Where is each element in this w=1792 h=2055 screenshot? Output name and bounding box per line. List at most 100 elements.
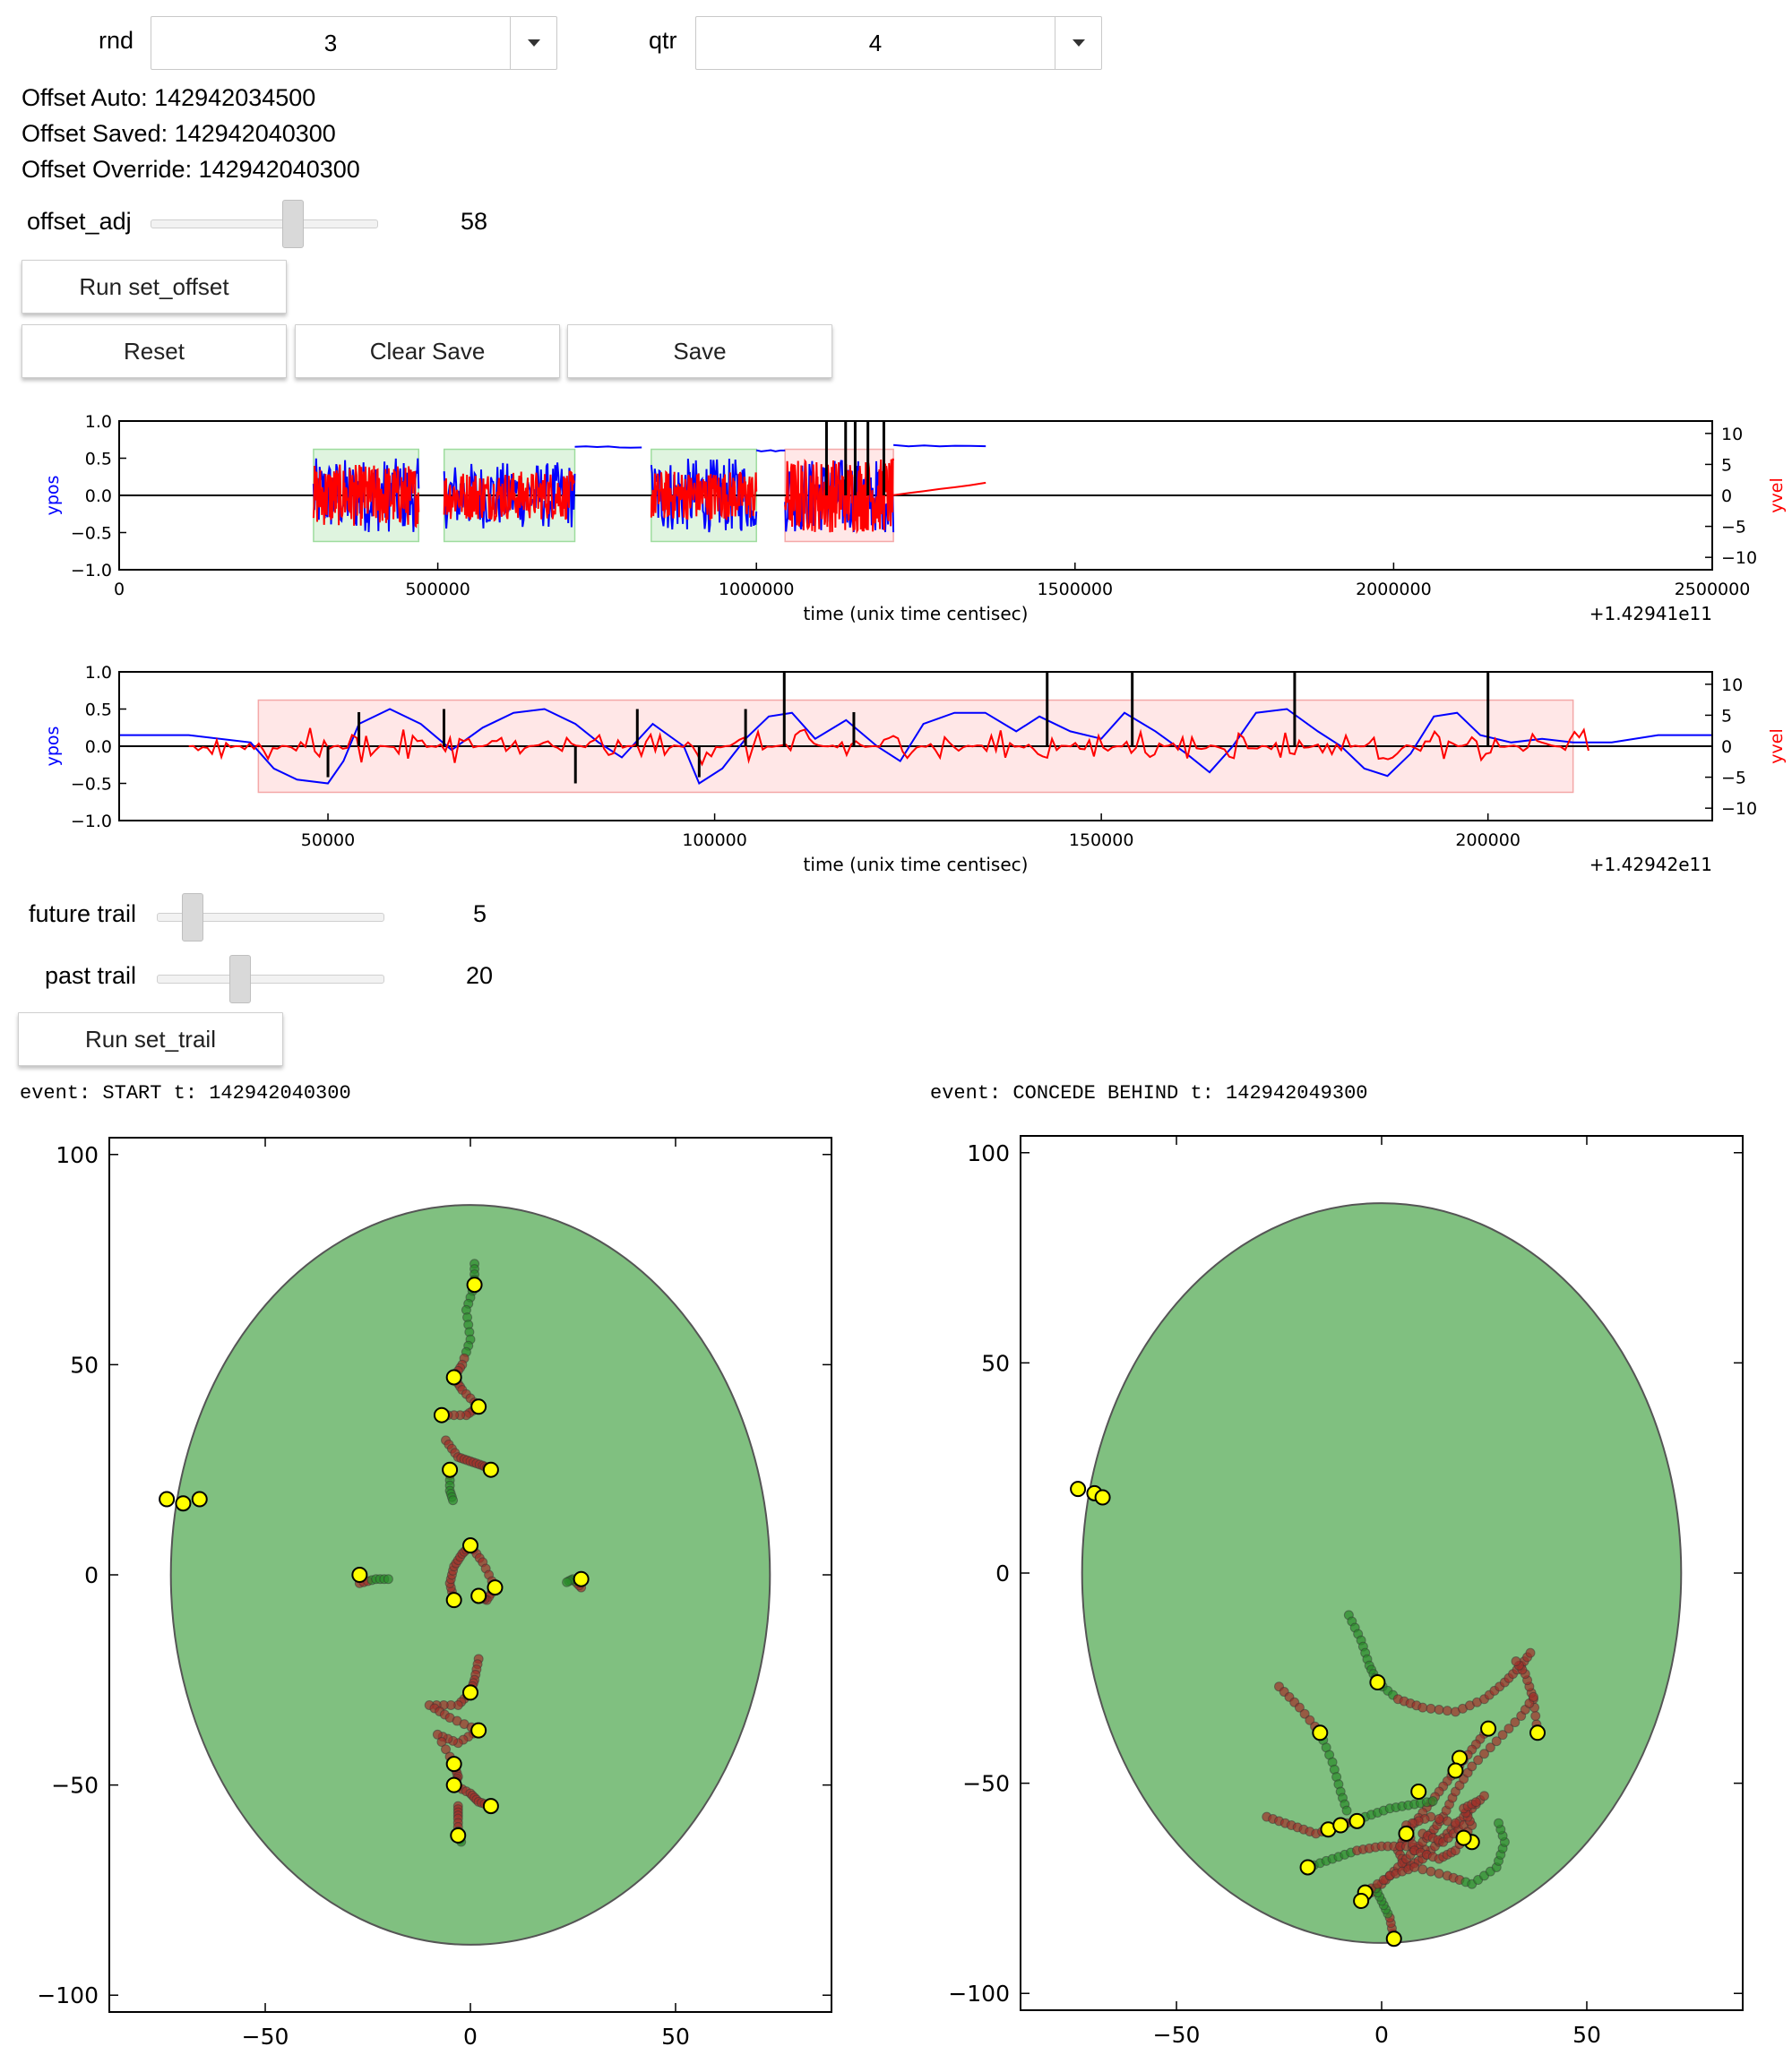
- chevron-down-icon[interactable]: [1055, 17, 1101, 69]
- y-tick-label: −100: [37, 1982, 99, 2008]
- x-tick-label: 500000: [405, 580, 470, 599]
- trail-point: [1417, 1702, 1428, 1713]
- trail-point: [1434, 1869, 1444, 1879]
- player-marker: [1312, 1724, 1329, 1741]
- player-marker: [1480, 1720, 1497, 1737]
- trail-point: [1427, 1796, 1438, 1807]
- trail-point: [432, 1729, 443, 1740]
- player-marker: [445, 1369, 462, 1386]
- past-trail-slider-thumb[interactable]: [228, 955, 251, 1003]
- x-tick-label: 50000: [301, 830, 355, 850]
- rnd-value: 3: [323, 29, 338, 56]
- player-marker: [462, 1684, 478, 1701]
- y2-tick-label: 10: [1721, 675, 1743, 695]
- x-tick-label: 2500000: [1675, 580, 1751, 599]
- player-marker: [445, 1776, 462, 1793]
- trail-point: [1473, 1755, 1484, 1766]
- y-tick-label: −0.5: [71, 775, 112, 795]
- x-axis-label: time (unix time centisec): [804, 854, 1029, 875]
- x-tick-label: 2000000: [1356, 580, 1432, 599]
- player-marker: [1385, 1930, 1402, 1948]
- rnd-dropdown[interactable]: 3: [151, 16, 557, 70]
- trail-point: [1470, 1797, 1481, 1808]
- x-tick-label: 0: [114, 580, 125, 599]
- y-tick-label: −100: [948, 1981, 1010, 2007]
- clear-save-button[interactable]: Clear Save: [295, 324, 560, 378]
- y2-tick-label: −5: [1721, 769, 1746, 788]
- player-marker: [1094, 1489, 1111, 1506]
- full-game-timeline-chart: 1.0 0.5 0.0 −0.5 −1.0 10 5 0 −5 −10 0 500000 1000000…: [43, 412, 1787, 624]
- x-tick-label: 1500000: [1037, 580, 1113, 599]
- trail-point: [1494, 1818, 1504, 1828]
- ypos-series: [119, 708, 1712, 785]
- court-plot-concede: 100 50 0 −50 −100 −50 0 50: [948, 1135, 1744, 2048]
- trail-point: [1417, 1864, 1428, 1875]
- yvel-series: [312, 458, 986, 535]
- qtr-dropdown[interactable]: 4: [695, 16, 1102, 70]
- zoomed-timeline-chart: 1.0 0.5 0.0 −0.5 −1.0 10 5 0 −5 −10 50000 100000 150…: [43, 663, 1787, 875]
- trail-point: [1434, 1705, 1444, 1715]
- offset-override-text: Offset Override: 142942040300: [22, 156, 360, 183]
- y-tick-label: −1.0: [71, 561, 112, 580]
- x-tick-label: 200000: [1455, 830, 1521, 850]
- yvel-series: [188, 727, 1590, 767]
- trail-point: [562, 1577, 573, 1587]
- x-offset-text: +1.42941e11: [1590, 603, 1712, 624]
- trail-point: [436, 1737, 447, 1748]
- x-tick-label: 0: [463, 2024, 478, 2050]
- y2-tick-label: −10: [1721, 799, 1757, 819]
- y-tick-label: 0.0: [85, 486, 112, 506]
- future-trail-slider[interactable]: [157, 913, 384, 922]
- x-offset-text: +1.42942e11: [1590, 854, 1712, 875]
- y2-tick-label: 5: [1721, 706, 1732, 726]
- offset-saved-text: Offset Saved: 142942040300: [22, 120, 336, 147]
- past-trail-slider[interactable]: [157, 975, 384, 984]
- trail-point: [1525, 1647, 1536, 1658]
- offset-adj-slider-thumb[interactable]: [282, 200, 305, 248]
- player-marker: [442, 1461, 459, 1478]
- ypos-axis-label: ypos: [43, 476, 63, 516]
- x-tick-label: −50: [242, 2024, 289, 2050]
- y-tick-label: 0.0: [85, 737, 112, 757]
- trail-point: [1426, 1703, 1436, 1714]
- past-trail-value: 20: [466, 962, 494, 989]
- player-marker: [1369, 1674, 1386, 1690]
- left-event-text: event: START t: 142942040300: [20, 1082, 351, 1105]
- x-tick-label: 50: [661, 2024, 690, 2050]
- player-marker: [1398, 1825, 1415, 1842]
- court-ellipse: [169, 1204, 771, 1946]
- player-marker: [159, 1491, 176, 1508]
- court-plot-start: 100 50 0 −50 −100 −50 0 50: [37, 1137, 832, 2050]
- trail-point: [383, 1574, 393, 1585]
- player-marker: [445, 1592, 462, 1609]
- trail-point: [1511, 1656, 1521, 1667]
- trail-point: [1503, 1724, 1514, 1734]
- trail-point: [1442, 1816, 1452, 1827]
- player-marker: [450, 1827, 467, 1844]
- trail-point: [1510, 1717, 1521, 1728]
- player-marker: [351, 1567, 368, 1583]
- y-tick-label: 1.0: [85, 663, 112, 683]
- trail-point: [1305, 1715, 1315, 1725]
- trail-point: [448, 1495, 459, 1506]
- y2-tick-label: −5: [1721, 518, 1746, 537]
- save-button[interactable]: Save: [567, 324, 832, 378]
- chevron-down-icon[interactable]: [510, 17, 556, 69]
- future-trail-slider-thumb[interactable]: [181, 893, 203, 942]
- offset-adj-slider[interactable]: [151, 219, 378, 228]
- player-marker: [1447, 1762, 1464, 1779]
- player-marker: [433, 1406, 450, 1423]
- reset-button[interactable]: Reset: [22, 324, 287, 378]
- trail-point: [1409, 1862, 1420, 1872]
- player-marker: [466, 1277, 483, 1294]
- run-set-trail-button[interactable]: Run set_trail: [18, 1012, 283, 1066]
- x-tick-label: 50: [1572, 2022, 1601, 2048]
- y-tick-label: 1.0: [85, 412, 112, 432]
- run-set-offset-button[interactable]: Run set_offset: [22, 260, 287, 314]
- y2-tick-label: −10: [1721, 548, 1757, 568]
- y2-tick-label: 5: [1721, 455, 1732, 475]
- future-trail-label: future trail: [29, 900, 137, 927]
- y-tick-label: −50: [962, 1771, 1010, 1797]
- yvel-axis-label: yvel: [1767, 477, 1787, 512]
- player-marker: [470, 1398, 487, 1415]
